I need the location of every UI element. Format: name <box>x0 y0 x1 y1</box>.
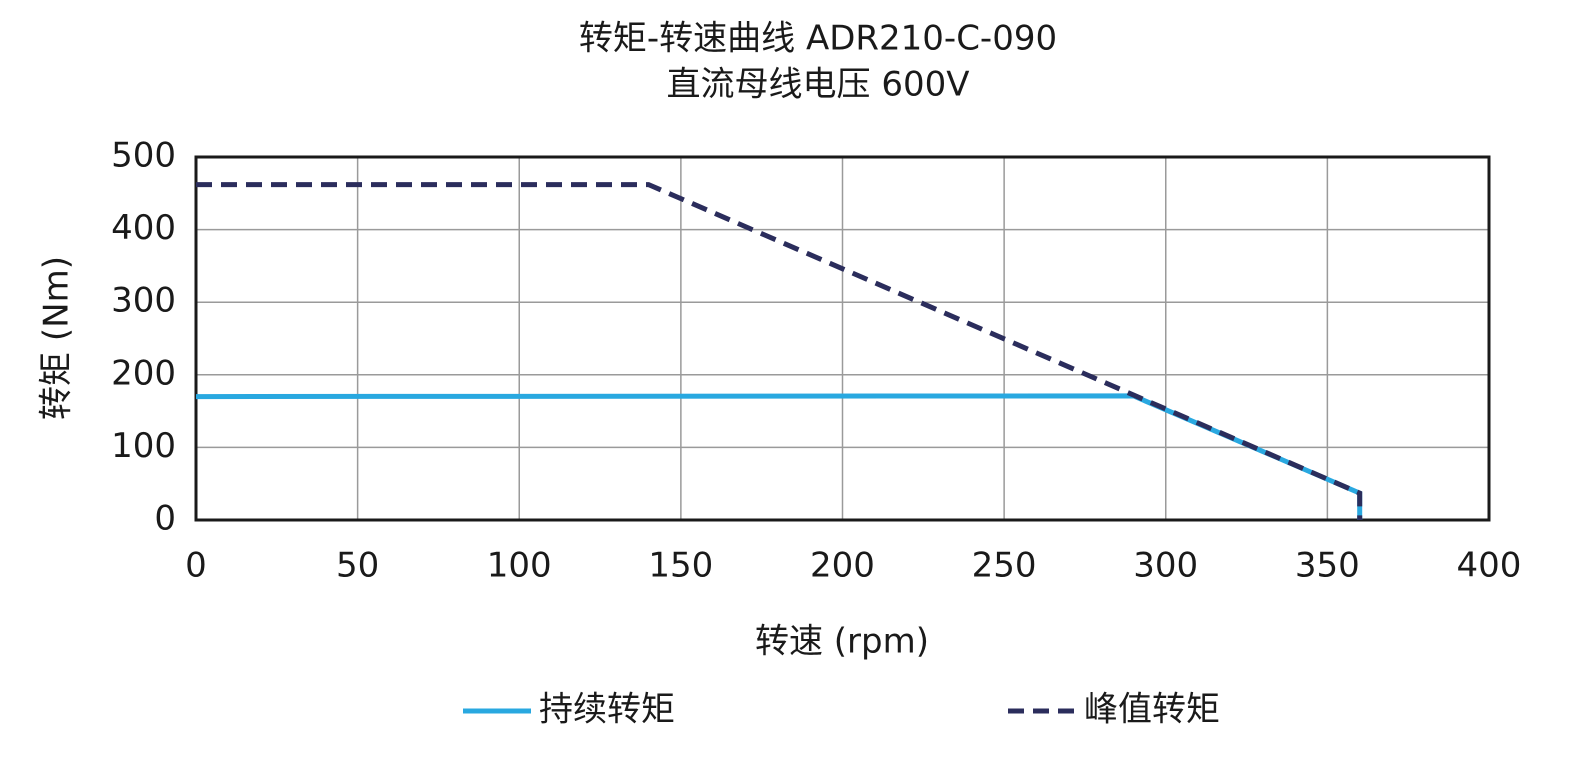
y-tick-label: 500 <box>111 136 176 176</box>
x-tick-label: 400 <box>1457 546 1522 586</box>
y-axis-label: 转矩 (Nm) <box>37 256 77 420</box>
x-tick-label: 100 <box>487 546 552 586</box>
y-tick-label: 100 <box>111 426 176 466</box>
y-tick-label: 400 <box>111 208 176 248</box>
chart-subtitle: 直流母线电压 600V <box>667 65 970 105</box>
legend-label: 持续转矩 <box>539 690 675 730</box>
plot-frame <box>194 155 1491 522</box>
y-tick-label: 200 <box>111 353 176 393</box>
x-tick-label: 0 <box>185 546 207 586</box>
legend-label: 峰值转矩 <box>1084 690 1220 730</box>
x-tick-label: 350 <box>1295 546 1360 586</box>
x-tick-label: 250 <box>972 546 1037 586</box>
x-tick-label: 200 <box>810 546 875 586</box>
y-tick-label: 0 <box>154 499 176 539</box>
x-tick-label: 300 <box>1133 546 1198 586</box>
series-line <box>196 182 1363 520</box>
x-axis-label: 转速 (rpm) <box>755 622 929 662</box>
x-tick-label: 150 <box>648 546 713 586</box>
chart-title: 转矩-转速曲线 ADR210-C-090 <box>579 19 1057 59</box>
x-tick-label: 50 <box>336 546 379 586</box>
y-tick-label: 300 <box>111 281 176 321</box>
series-line <box>195 393 1363 520</box>
